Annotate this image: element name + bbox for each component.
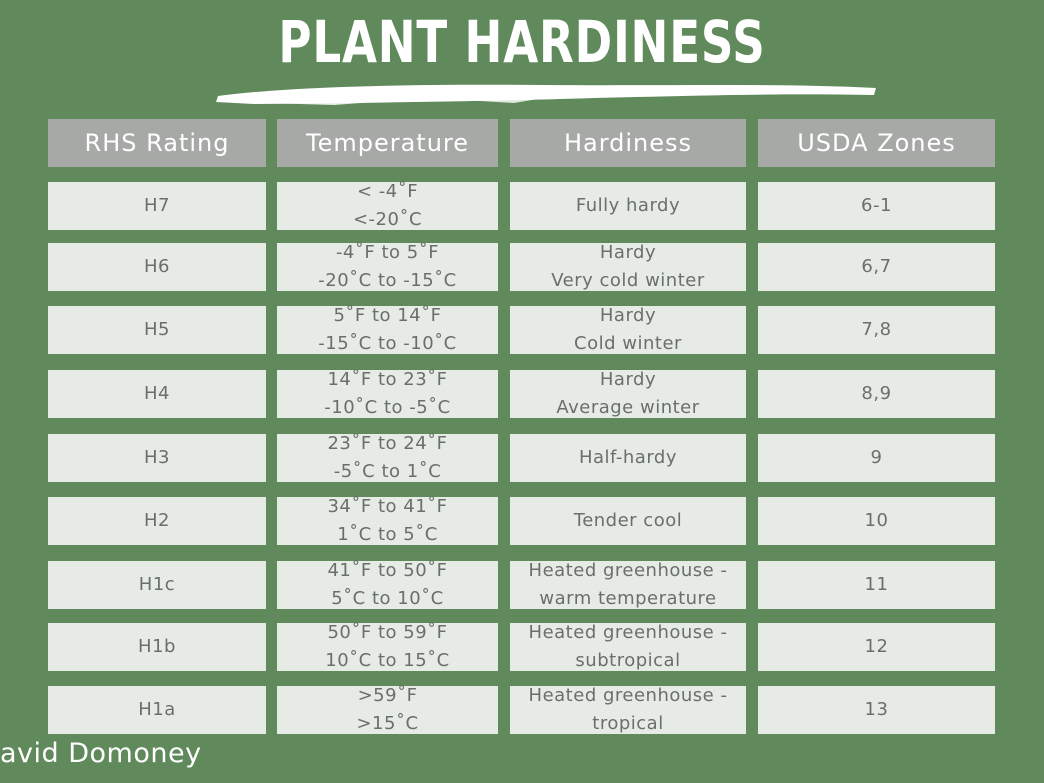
usda-zones-cell-text: 7,8 <box>861 319 892 340</box>
usda-zones-cell-text: 12 <box>864 636 889 657</box>
hardiness-cell: Heated greenhouse - warm temperature <box>510 560 746 609</box>
hardiness-cell-text: Very cold winter <box>551 270 705 291</box>
rating-cell: H3 <box>48 434 266 482</box>
rating-cell: H1b <box>48 623 266 671</box>
hardiness-cell: Hardy Cold winter <box>510 305 746 354</box>
rating-cell-text: H1c <box>138 574 176 595</box>
rating-cell-text: H7 <box>144 195 170 216</box>
hardiness-cell-text: Heated greenhouse - <box>528 560 728 581</box>
rating-cell-text: H1a <box>138 699 176 720</box>
rating-cell: H1c <box>48 561 266 609</box>
temperature-cell-text: 14˚F to 23˚F <box>327 369 448 390</box>
rating-cell: H7 <box>48 182 266 230</box>
usda-zones-cell-text: 8,9 <box>861 383 892 404</box>
header-temperature: Temperature <box>277 119 498 167</box>
temperature-cell-text: 41˚F to 50˚F <box>327 560 448 581</box>
temperature-cell-text: -5˚C to 1˚C <box>333 461 442 482</box>
hardiness-cell-text: Heated greenhouse - <box>528 685 728 706</box>
rating-cell-text: H3 <box>144 447 170 468</box>
temperature-cell: 5˚F to 14˚F -15˚C to -10˚C <box>277 305 498 354</box>
hardiness-cell-text: Hardy <box>599 369 657 390</box>
rating-cell-text: H1b <box>138 636 176 657</box>
temperature-cell-text: 5˚F to 14˚F <box>333 305 442 326</box>
usda-zones-cell: 10 <box>758 497 995 545</box>
header-rhs-rating: RHS Rating <box>48 119 266 167</box>
hardiness-cell-text: Hardy <box>599 242 657 263</box>
usda-zones-cell-text: 9 <box>870 447 883 468</box>
header-usda-zones: USDA Zones <box>758 119 995 167</box>
hardiness-cell: Hardy Average winter <box>510 369 746 418</box>
temperature-cell-text: 1˚C to 5˚C <box>337 524 438 545</box>
temperature-cell: 23˚F to 24˚F -5˚C to 1˚C <box>277 433 498 482</box>
hardiness-cell-text: Heated greenhouse - <box>528 622 728 643</box>
usda-zones-cell-text: 6-1 <box>861 195 892 216</box>
usda-zones-cell: 8,9 <box>758 370 995 418</box>
hardiness-cell-text: Fully hardy <box>575 195 681 216</box>
usda-zones-cell: 6,7 <box>758 243 995 291</box>
temperature-cell-text: 5˚C to 10˚C <box>331 588 444 609</box>
brush-underline <box>216 84 876 105</box>
rating-cell-text: H4 <box>144 383 170 404</box>
rating-cell: H2 <box>48 497 266 545</box>
hardiness-cell: Heated greenhouse - tropical <box>510 685 746 734</box>
rating-cell-text: H5 <box>144 319 170 340</box>
rating-cell: H4 <box>48 370 266 418</box>
usda-zones-cell: 12 <box>758 623 995 671</box>
temperature-cell-text: -4˚F to 5˚F <box>335 242 440 263</box>
temperature-cell: 14˚F to 23˚F -10˚C to -5˚C <box>277 369 498 418</box>
hardiness-cell-text: tropical <box>592 713 664 734</box>
temperature-cell: -4˚F to 5˚F -20˚C to -15˚C <box>277 242 498 291</box>
temperature-cell-text: 50˚F to 59˚F <box>327 622 448 643</box>
rating-cell-text: H6 <box>144 256 170 277</box>
usda-zones-cell-text: 11 <box>864 574 889 595</box>
hardiness-cell-text: subtropical <box>575 650 681 671</box>
rating-cell-text: H2 <box>144 510 170 531</box>
usda-zones-cell: 11 <box>758 561 995 609</box>
temperature-cell-text: 34˚F to 41˚F <box>327 496 448 517</box>
temperature-cell: 34˚F to 41˚F 1˚C to 5˚C <box>277 496 498 545</box>
temperature-cell-text: -20˚C to -15˚C <box>318 270 457 291</box>
hardiness-cell-text: Average winter <box>556 397 700 418</box>
usda-zones-cell: 13 <box>758 686 995 734</box>
temperature-cell: < -4˚F <-20˚C <box>277 181 498 230</box>
rating-cell: H1a <box>48 686 266 734</box>
temperature-cell-text: -10˚C to -5˚C <box>324 397 451 418</box>
hardiness-cell: Tender cool <box>510 497 746 545</box>
hardiness-cell-text: Tender cool <box>573 510 683 531</box>
page-title: PLANT HARDINESS <box>278 8 766 76</box>
hardiness-cell-text: Hardy <box>599 305 657 326</box>
hardiness-cell: Hardy Very cold winter <box>510 242 746 291</box>
usda-zones-cell-text: 10 <box>864 510 889 531</box>
hardiness-cell-text: warm temperature <box>539 588 717 609</box>
usda-zones-cell: 9 <box>758 434 995 482</box>
temperature-cell-text: <-20˚C <box>352 209 423 230</box>
temperature-cell-text: < -4˚F <box>356 181 419 202</box>
hardiness-cell: Half-hardy <box>510 434 746 482</box>
rating-cell: H6 <box>48 243 266 291</box>
usda-zones-cell: 7,8 <box>758 306 995 354</box>
temperature-cell-text: >15˚C <box>356 713 419 734</box>
temperature-cell: >59˚F >15˚C <box>277 685 498 734</box>
hardiness-cell-text: Cold winter <box>574 333 682 354</box>
temperature-cell-text: 23˚F to 24˚F <box>327 433 448 454</box>
usda-zones-cell-text: 6,7 <box>861 256 892 277</box>
temperature-cell-text: >59˚F <box>357 685 418 706</box>
header-hardiness: Hardiness <box>510 119 746 167</box>
temperature-cell: 50˚F to 59˚F 10˚C to 15˚C <box>277 622 498 671</box>
hardiness-cell: Fully hardy <box>510 182 746 230</box>
rating-cell: H5 <box>48 306 266 354</box>
hardiness-cell: Heated greenhouse - subtropical <box>510 622 746 671</box>
temperature-cell: 41˚F to 50˚F 5˚C to 10˚C <box>277 560 498 609</box>
hardiness-cell-text: Half-hardy <box>578 447 677 468</box>
author-credit: avid Domoney <box>0 738 202 769</box>
temperature-cell-text: 10˚C to 15˚C <box>325 650 450 671</box>
usda-zones-cell-text: 13 <box>864 699 889 720</box>
usda-zones-cell: 6-1 <box>758 182 995 230</box>
temperature-cell-text: -15˚C to -10˚C <box>318 333 457 354</box>
